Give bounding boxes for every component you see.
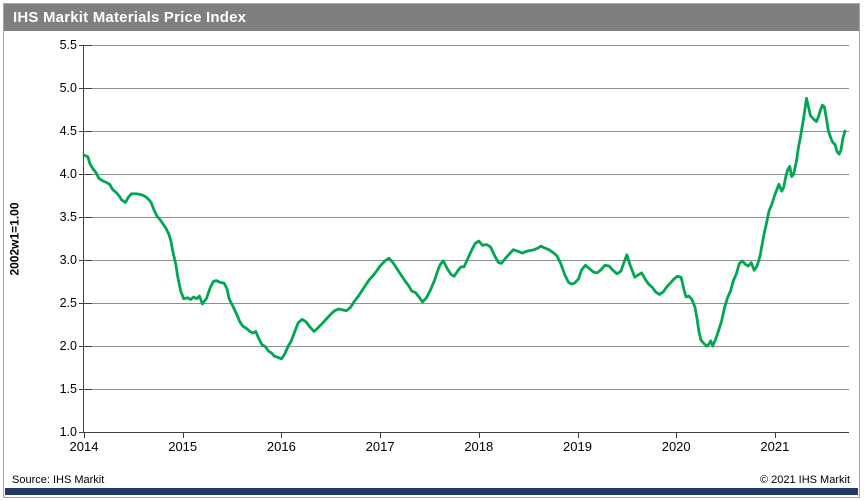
x-tick-label: 2018 (447, 440, 511, 454)
y-tick-label: 5.5 (35, 37, 77, 53)
x-tick-label: 2020 (644, 440, 708, 454)
source-note: Source: IHS Markit (12, 474, 104, 486)
y-tick-label: 2.5 (35, 295, 77, 311)
y-tick-label: 1.0 (35, 424, 77, 440)
x-tick-label: 2015 (151, 440, 215, 454)
copyright-note: © 2021 IHS Markit (760, 474, 850, 486)
y-tick-label: 1.5 (35, 381, 77, 397)
x-tick-label: 2017 (348, 440, 412, 454)
y-tick-label: 4.0 (35, 166, 77, 182)
y-tick-label: 3.5 (35, 209, 77, 225)
chart-image: IHS Markit Materials Price Index 2002w1=… (0, 0, 864, 501)
x-tick-label: 2014 (52, 440, 116, 454)
title-bar: IHS Markit Materials Price Index (4, 4, 859, 31)
data-line (84, 98, 845, 359)
x-tick-label: 2019 (546, 440, 610, 454)
plot-svg (78, 45, 850, 441)
x-tick-label: 2016 (249, 440, 313, 454)
y-axis-title: 2002w1=1.00 (5, 45, 25, 432)
chart-frame: IHS Markit Materials Price Index 2002w1=… (3, 3, 860, 498)
x-tick-label: 2021 (743, 440, 807, 454)
y-tick-label: 5.0 (35, 80, 77, 96)
chart-title: IHS Markit Materials Price Index (13, 9, 246, 26)
y-tick-label: 3.0 (35, 252, 77, 268)
footer-bar (5, 488, 858, 495)
y-tick-label: 2.0 (35, 338, 77, 354)
y-tick-label: 4.5 (35, 123, 77, 139)
